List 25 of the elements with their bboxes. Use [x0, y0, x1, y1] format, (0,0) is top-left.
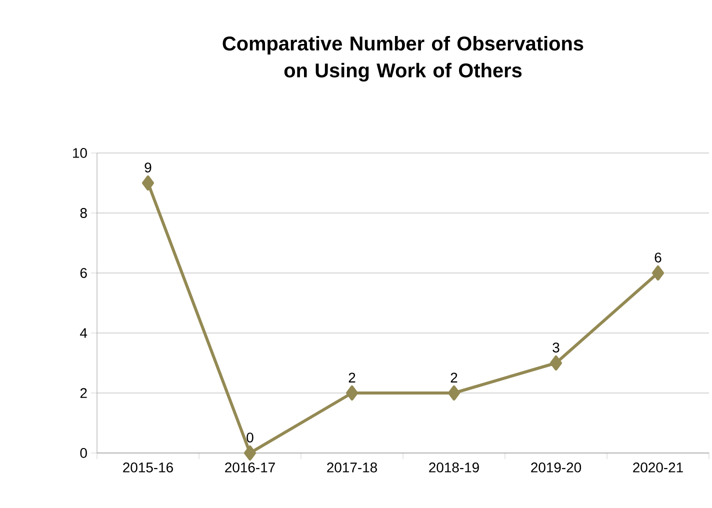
point: [448, 386, 460, 400]
y-tick-label: 0: [80, 448, 87, 458]
point: [550, 356, 562, 370]
data-label: 2: [450, 372, 458, 382]
x-tick-label: 2020-21: [633, 462, 683, 472]
data-label: 2: [348, 372, 356, 382]
data-label: 6: [654, 252, 662, 262]
y-tick-label: 2: [80, 388, 87, 398]
y-tick-label: 6: [80, 268, 87, 278]
x-tick-label: 2019-20: [531, 462, 582, 472]
y-tick-label: 8: [80, 208, 87, 218]
data-label: 0: [246, 432, 254, 442]
data-label: 9: [144, 162, 152, 172]
data-label: 3: [552, 342, 560, 352]
chart-title: Comparative Number of Observations on Using Work of Others: [222, 36, 584, 82]
x-tick-label: 2018-19: [429, 462, 479, 472]
x-tick-label: 2015-16: [123, 462, 173, 472]
point: [244, 446, 256, 460]
point: [652, 265, 664, 280]
y-tick-label: 4: [80, 328, 88, 338]
y-tick-label: 10: [73, 148, 87, 158]
x-tick-label: 2016-17: [225, 462, 275, 472]
point: [346, 386, 358, 400]
x-tick-label: 2017-18: [327, 462, 377, 472]
point: [142, 175, 154, 190]
